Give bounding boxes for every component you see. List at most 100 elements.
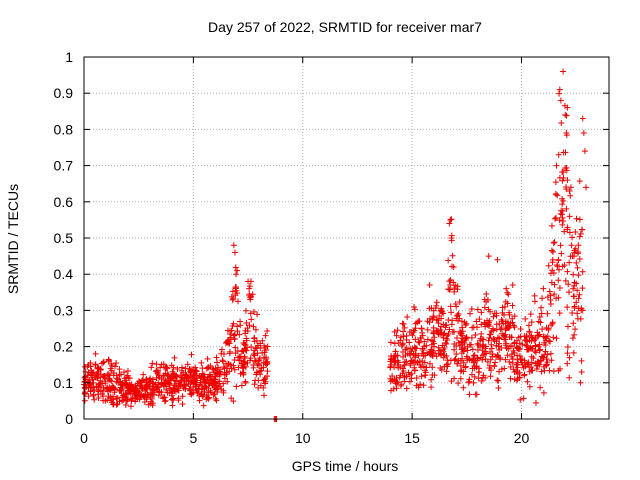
data-point xyxy=(560,68,567,75)
data-point xyxy=(548,279,555,286)
data-point xyxy=(128,381,135,388)
data-point xyxy=(451,357,458,364)
data-point xyxy=(101,374,108,381)
data-point xyxy=(204,364,211,371)
data-point xyxy=(260,377,267,384)
data-point xyxy=(264,368,271,375)
data-point xyxy=(567,192,574,199)
data-point xyxy=(448,235,455,241)
data-point xyxy=(570,271,577,278)
y-tick-label: 0.9 xyxy=(54,85,74,101)
data-point xyxy=(416,358,423,365)
data-point xyxy=(231,249,238,256)
data-point xyxy=(474,346,481,353)
data-point xyxy=(473,318,480,325)
data-point xyxy=(254,311,261,318)
data-point xyxy=(494,377,501,384)
data-point xyxy=(118,388,125,395)
data-point xyxy=(453,334,460,341)
data-point xyxy=(250,362,257,369)
data-point xyxy=(552,214,559,221)
data-point xyxy=(228,327,235,334)
data-point xyxy=(428,376,435,383)
data-point xyxy=(429,364,436,371)
data-point xyxy=(438,315,445,322)
data-point xyxy=(486,331,493,338)
data-point xyxy=(87,360,94,367)
data-point xyxy=(538,368,545,375)
data-point xyxy=(230,295,237,302)
data-point xyxy=(451,328,458,335)
data-point xyxy=(520,395,527,402)
data-point xyxy=(180,384,187,391)
data-point xyxy=(459,324,466,331)
data-point xyxy=(527,311,534,318)
data-point xyxy=(150,389,157,396)
data-point xyxy=(137,381,144,388)
data-point xyxy=(576,178,583,185)
data-point xyxy=(95,384,102,391)
data-point xyxy=(213,369,220,376)
data-point xyxy=(564,268,571,275)
data-point xyxy=(428,384,435,391)
data-point xyxy=(199,365,206,372)
data-point xyxy=(104,388,111,395)
data-point xyxy=(574,264,581,271)
data-point xyxy=(205,395,212,402)
data-point xyxy=(214,383,221,390)
data-point xyxy=(206,394,213,401)
data-point xyxy=(257,345,264,352)
data-point xyxy=(110,396,117,403)
data-point xyxy=(460,384,467,391)
data-point xyxy=(556,284,563,291)
data-point xyxy=(563,130,570,137)
y-tick-label: 0.8 xyxy=(54,121,74,137)
data-point xyxy=(576,216,583,223)
data-point xyxy=(572,229,579,236)
data-point xyxy=(458,318,465,325)
data-point xyxy=(445,360,452,367)
data-point xyxy=(504,289,511,296)
data-point xyxy=(458,346,465,353)
data-point xyxy=(171,377,178,384)
data-point xyxy=(244,327,251,334)
data-point xyxy=(526,383,533,390)
data-point xyxy=(544,359,551,366)
data-point xyxy=(178,377,185,384)
data-point xyxy=(521,372,528,379)
data-point xyxy=(251,358,258,365)
data-point xyxy=(238,348,245,355)
data-point xyxy=(445,330,452,337)
data-point xyxy=(451,346,458,353)
data-point xyxy=(566,374,573,381)
data-point xyxy=(136,389,143,396)
data-point xyxy=(174,365,181,372)
data-point xyxy=(82,363,89,370)
data-point xyxy=(200,373,207,380)
data-point xyxy=(515,334,522,341)
data-point xyxy=(562,149,569,156)
data-point xyxy=(226,340,233,347)
data-point xyxy=(421,367,428,374)
data-point xyxy=(564,304,571,311)
data-point xyxy=(571,331,578,338)
data-point xyxy=(182,365,189,372)
data-point xyxy=(261,376,268,383)
data-point xyxy=(438,305,445,312)
data-point xyxy=(234,298,241,305)
data-point xyxy=(451,288,458,295)
data-point xyxy=(502,342,509,349)
data-point xyxy=(493,342,500,349)
data-point xyxy=(194,389,201,396)
data-point xyxy=(551,215,558,222)
data-point xyxy=(113,401,120,408)
data-point xyxy=(94,374,101,381)
data-point xyxy=(433,316,440,323)
data-point xyxy=(168,396,175,403)
data-point xyxy=(459,355,466,362)
data-point xyxy=(558,119,565,126)
data-point xyxy=(552,191,559,198)
data-point xyxy=(390,356,397,363)
data-point xyxy=(484,358,491,365)
data-point xyxy=(457,362,464,369)
